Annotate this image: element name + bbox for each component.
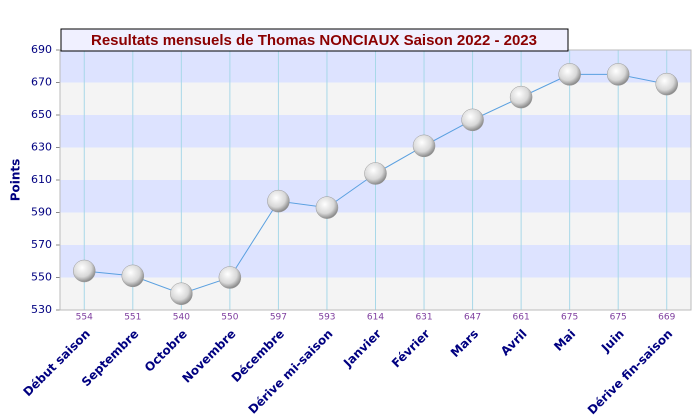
x-tick-label: Février xyxy=(389,327,433,371)
title-box xyxy=(60,28,569,52)
data-label: 597 xyxy=(270,313,287,323)
marker xyxy=(315,196,339,219)
marker xyxy=(170,282,193,305)
x-tick-label: Dérive mi-saison xyxy=(246,327,336,417)
data-label: 675 xyxy=(561,313,578,323)
marker xyxy=(509,85,533,109)
data-label: 593 xyxy=(318,313,335,323)
marker xyxy=(606,63,630,86)
y-tick-label: 610 xyxy=(31,173,52,186)
marker xyxy=(364,162,387,185)
marker xyxy=(218,266,242,289)
chart-title: Resultats mensuels de Thomas NONCIAUX Sa… xyxy=(91,32,537,49)
marker xyxy=(412,134,436,158)
marker xyxy=(73,259,96,283)
y-tick-label: 670 xyxy=(31,76,52,89)
x-tick-label: Octobre xyxy=(142,327,190,375)
data-label: 614 xyxy=(367,313,384,323)
x-tick-label: Mars xyxy=(448,327,481,360)
x-tick-label: Dérive fin-saison xyxy=(585,327,675,417)
marker xyxy=(267,189,290,213)
y-tick-label: 550 xyxy=(31,271,52,284)
marker xyxy=(558,63,581,86)
marker xyxy=(461,108,484,132)
plot-area: 530 550 570 590 610 630 650 670 690 554 Début sais… xyxy=(20,43,692,417)
marker xyxy=(655,72,678,96)
y-tick-label: 530 xyxy=(31,303,52,316)
x-tick-label: Janvier xyxy=(340,327,384,371)
data-label: 540 xyxy=(173,313,190,323)
x-tick-label: Juin xyxy=(598,327,627,356)
x-tick-label: Avril xyxy=(498,327,530,359)
y-tick-label: 690 xyxy=(31,43,52,56)
y-tick-label: 650 xyxy=(31,108,52,121)
data-label: 550 xyxy=(221,313,238,323)
y-tick-label: 570 xyxy=(31,238,52,251)
data-label: 551 xyxy=(124,313,141,323)
data-label: 661 xyxy=(513,313,530,323)
y-tick-label: 590 xyxy=(31,206,52,219)
data-label: 554 xyxy=(76,313,93,323)
data-label: 647 xyxy=(464,313,481,323)
x-tick-label: Début saison xyxy=(20,327,92,399)
data-label: 675 xyxy=(610,313,627,323)
data-label: 631 xyxy=(415,313,432,323)
y-tick-label: 630 xyxy=(31,141,52,154)
x-tick-label: Mai xyxy=(551,327,578,354)
y-axis-label: Points xyxy=(9,159,23,202)
marker xyxy=(121,264,145,288)
data-label: 669 xyxy=(658,313,675,323)
